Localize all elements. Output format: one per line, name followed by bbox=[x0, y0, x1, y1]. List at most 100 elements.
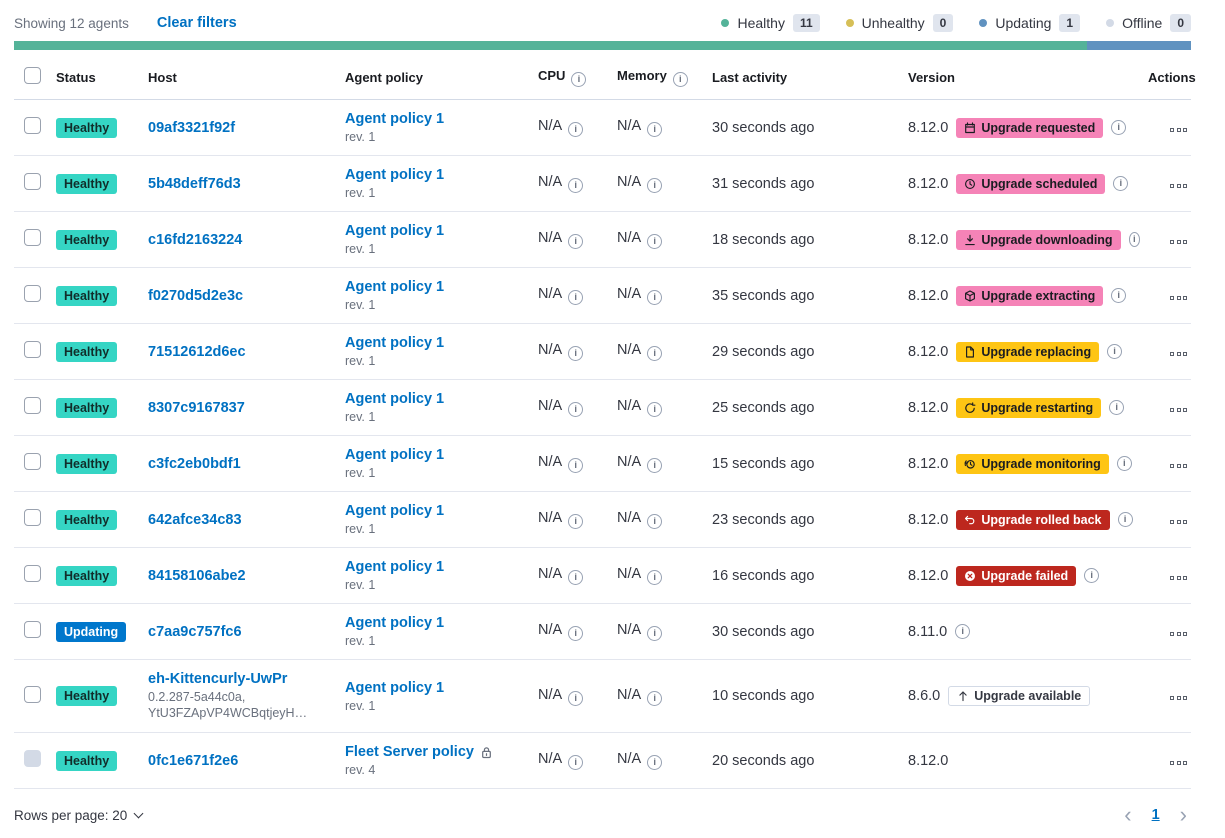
memory-value-info-icon[interactable]: i bbox=[647, 570, 663, 585]
column-header-host: Host bbox=[148, 55, 345, 100]
cpu-value-info-icon[interactable]: i bbox=[568, 178, 584, 193]
row-actions-button[interactable] bbox=[1168, 572, 1189, 584]
cpu-value-info-icon[interactable]: i bbox=[568, 570, 584, 585]
cpu-value-info-icon[interactable]: i bbox=[568, 755, 584, 770]
cpu-value-info-icon[interactable]: i bbox=[568, 458, 584, 473]
select-all-checkbox[interactable] bbox=[24, 67, 41, 84]
upgrade-status-badge: Upgrade available bbox=[948, 686, 1091, 706]
row-actions-button[interactable] bbox=[1168, 757, 1189, 769]
row-actions-button[interactable] bbox=[1168, 124, 1189, 136]
cpu-value-info-icon[interactable]: i bbox=[568, 690, 584, 706]
upgrade-details-info-icon[interactable]: i bbox=[1128, 232, 1140, 247]
table-row: Updating c7aa9c757fc6 Agent policy 1 rev… bbox=[14, 603, 1191, 660]
row-actions-button[interactable] bbox=[1168, 516, 1189, 528]
chevron-right-icon[interactable]: › bbox=[1179, 802, 1187, 827]
row-checkbox[interactable] bbox=[24, 453, 41, 470]
cpu-value-info-icon[interactable]: i bbox=[568, 234, 584, 249]
agent-policy-link[interactable]: Agent policy 1 bbox=[345, 503, 445, 519]
agent-policy-link[interactable]: Agent policy 1 bbox=[345, 615, 445, 631]
agent-policy-link[interactable]: Agent policy 1 bbox=[345, 279, 445, 295]
row-checkbox[interactable] bbox=[24, 173, 41, 190]
row-actions-button[interactable] bbox=[1168, 628, 1189, 640]
host-link[interactable]: 0fc1e671f2e6 bbox=[148, 752, 239, 769]
agent-policy-link[interactable]: Agent policy 1 bbox=[345, 111, 445, 127]
upgrade-details-info-icon[interactable]: i bbox=[1111, 120, 1127, 135]
upgrade-details-info-icon[interactable]: i bbox=[955, 624, 971, 639]
host-link[interactable]: c3fc2eb0bdf1 bbox=[148, 455, 241, 472]
agent-policy-link[interactable]: Agent policy 1 bbox=[345, 447, 445, 463]
row-checkbox[interactable] bbox=[24, 621, 41, 638]
host-link[interactable]: 5b48deff76d3 bbox=[148, 175, 241, 192]
host-link[interactable]: f0270d5d2e3c bbox=[148, 287, 244, 304]
memory-value-info-icon[interactable]: i bbox=[647, 402, 663, 417]
memory-value-info-icon[interactable]: i bbox=[647, 755, 663, 770]
row-actions-button[interactable] bbox=[1168, 692, 1189, 704]
version-value: 8.12.0 bbox=[908, 175, 949, 192]
host-link[interactable]: 09af3321f92f bbox=[148, 119, 236, 136]
cpu-value-info-icon[interactable]: i bbox=[568, 514, 584, 529]
row-actions-button[interactable] bbox=[1168, 348, 1189, 360]
memory-value-info-icon[interactable]: i bbox=[647, 458, 663, 473]
host-link[interactable]: 71512612d6ec bbox=[148, 343, 246, 360]
row-checkbox[interactable] bbox=[24, 285, 41, 302]
agent-policy-link[interactable]: Agent policy 1 bbox=[345, 391, 445, 407]
host-subtext: 0.2.287-5a44c0a, YtU3FZApVP4WCBqtjeyH… bbox=[148, 690, 308, 720]
cpu-value-info-icon[interactable]: i bbox=[568, 346, 584, 361]
upgrade-details-info-icon[interactable]: i bbox=[1113, 176, 1129, 191]
memory-info-icon[interactable]: i bbox=[672, 71, 688, 87]
memory-value-info-icon[interactable]: i bbox=[647, 346, 663, 361]
row-actions-button[interactable] bbox=[1168, 236, 1189, 248]
clear-filters-link[interactable]: Clear filters bbox=[156, 15, 237, 31]
memory-value-info-icon[interactable]: i bbox=[647, 514, 663, 529]
table-row: Healthy 5b48deff76d3 Agent policy 1 rev.… bbox=[14, 155, 1191, 212]
row-checkbox[interactable] bbox=[24, 685, 41, 703]
row-actions-button[interactable] bbox=[1168, 460, 1189, 472]
row-actions-button[interactable] bbox=[1168, 180, 1189, 192]
upgrade-status-badge: Upgrade requested bbox=[956, 117, 1104, 138]
cpu-value-info-icon[interactable]: i bbox=[568, 626, 584, 641]
memory-value-info-icon[interactable]: i bbox=[647, 626, 663, 641]
agent-policy-link[interactable]: Fleet Server policy bbox=[345, 744, 474, 760]
host-link[interactable]: 84158106abe2 bbox=[148, 567, 246, 584]
upgrade-details-info-icon[interactable]: i bbox=[1116, 456, 1132, 471]
last-activity-value: 16 seconds ago bbox=[712, 567, 815, 584]
row-checkbox[interactable] bbox=[24, 341, 41, 358]
rows-per-page-button[interactable]: Rows per page: 20 bbox=[14, 808, 144, 823]
page-number[interactable]: 1 bbox=[1151, 807, 1160, 823]
agent-policy-link[interactable]: Agent policy 1 bbox=[345, 559, 445, 575]
row-checkbox[interactable] bbox=[24, 565, 41, 582]
memory-value-info-icon[interactable]: i bbox=[647, 234, 663, 249]
host-link[interactable]: c7aa9c757fc6 bbox=[148, 623, 242, 640]
row-checkbox[interactable] bbox=[24, 509, 41, 526]
memory-value-info-icon[interactable]: i bbox=[647, 122, 663, 137]
row-checkbox[interactable] bbox=[24, 117, 41, 134]
chevron-left-icon[interactable]: ‹ bbox=[1124, 802, 1132, 827]
host-link[interactable]: c16fd2163224 bbox=[148, 231, 243, 248]
cpu-value-info-icon[interactable]: i bbox=[568, 402, 584, 417]
agent-policy-link[interactable]: Agent policy 1 bbox=[345, 679, 445, 696]
host-link[interactable]: 642afce34c83 bbox=[148, 511, 242, 528]
host-link[interactable]: eh-Kittencurly-UwPr bbox=[148, 671, 288, 687]
cpu-value-info-icon[interactable]: i bbox=[568, 122, 584, 137]
row-actions-button[interactable] bbox=[1168, 404, 1189, 416]
upgrade-details-info-icon[interactable]: i bbox=[1107, 344, 1123, 359]
row-checkbox[interactable] bbox=[24, 397, 41, 414]
row-actions-button[interactable] bbox=[1168, 292, 1189, 304]
cpu-value-info-icon[interactable]: i bbox=[568, 290, 584, 305]
upgrade-details-info-icon[interactable]: i bbox=[1117, 512, 1133, 527]
upgrade-details-info-icon[interactable]: i bbox=[1109, 400, 1125, 415]
host-link[interactable]: 8307c9167837 bbox=[148, 399, 245, 416]
row-checkbox[interactable] bbox=[24, 229, 41, 246]
agent-policy-link[interactable]: Agent policy 1 bbox=[345, 223, 445, 239]
agent-policy-link[interactable]: Agent policy 1 bbox=[345, 167, 445, 183]
memory-value-info-icon[interactable]: i bbox=[647, 290, 663, 305]
legend-label: Unhealthy bbox=[861, 15, 925, 31]
upgrade-details-info-icon[interactable]: i bbox=[1084, 568, 1100, 583]
memory-value-info-icon[interactable]: i bbox=[647, 178, 663, 193]
upgrade-status-badge: Upgrade rolled back bbox=[956, 509, 1110, 530]
policy-revision: rev. 1 bbox=[345, 186, 376, 200]
memory-value-info-icon[interactable]: i bbox=[647, 690, 663, 706]
cpu-info-icon[interactable]: i bbox=[571, 71, 587, 87]
agent-policy-link[interactable]: Agent policy 1 bbox=[345, 335, 445, 351]
upgrade-details-info-icon[interactable]: i bbox=[1111, 288, 1127, 303]
